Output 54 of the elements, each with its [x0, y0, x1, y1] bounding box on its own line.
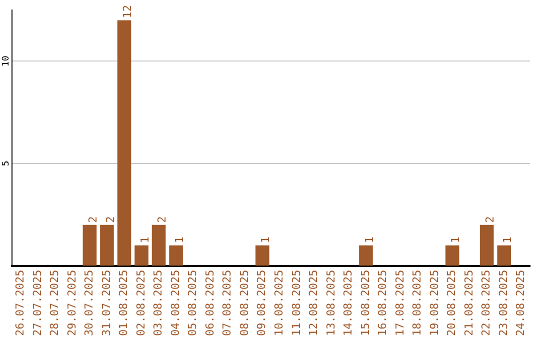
data-label: 12 — [121, 4, 134, 18]
x-tick-label: 31.07.2025 — [100, 270, 113, 336]
x-tick-label: 01.08.2025 — [117, 270, 130, 336]
x-tick-label: 08.08.2025 — [238, 270, 251, 336]
x-tick-label: 29.07.2025 — [65, 270, 78, 336]
data-label: 1 — [138, 236, 152, 244]
data-label: 2 — [484, 216, 497, 223]
x-tick-label: 13.08.2025 — [324, 270, 338, 336]
x-tick-label: 26.07.2025 — [13, 270, 26, 336]
x-tick-label: 12.08.2025 — [307, 270, 320, 336]
bar — [445, 245, 460, 266]
bar — [82, 224, 97, 266]
x-tick-label: 30.07.2025 — [82, 270, 96, 336]
x-tick-label: 14.08.2025 — [342, 270, 355, 336]
x-tick-label: 06.08.2025 — [203, 270, 216, 336]
x-tick-label: 17.08.2025 — [393, 270, 406, 336]
x-tick-label: 24.08.2025 — [514, 270, 528, 336]
bar — [255, 245, 270, 266]
bar — [480, 224, 494, 266]
data-label: 1 — [500, 236, 514, 244]
bar — [152, 224, 166, 266]
bar — [100, 224, 114, 266]
data-label: 1 — [172, 236, 186, 244]
x-tick-label: 09.08.2025 — [255, 270, 268, 336]
x-tick-label: 02.08.2025 — [134, 270, 148, 336]
bar — [134, 245, 148, 266]
x-tick-label: 18.08.2025 — [410, 270, 424, 336]
x-tick-label: 15.08.2025 — [358, 270, 372, 336]
bar — [497, 245, 512, 266]
x-tick-label: 27.07.2025 — [30, 270, 44, 336]
x-tick-label: 19.08.2025 — [428, 270, 441, 336]
bar — [117, 20, 132, 266]
x-tick-label: 03.08.2025 — [152, 270, 165, 336]
y-tick-label: 5 — [1, 160, 12, 166]
x-tick-label: 20.08.2025 — [445, 270, 458, 336]
x-tick-label: 16.08.2025 — [376, 270, 390, 336]
x-tick-label: 28.07.2025 — [48, 270, 62, 336]
x-tick-label: 21.08.2025 — [462, 270, 476, 336]
x-tick-label: 23.08.2025 — [496, 270, 510, 336]
x-tick-label: 10.08.2025 — [272, 270, 286, 336]
data-label: 1 — [362, 236, 376, 244]
bar — [359, 245, 373, 266]
x-tick-label: 22.08.2025 — [480, 270, 493, 336]
data-label: 2 — [104, 216, 117, 223]
x-tick-label: 04.08.2025 — [168, 270, 182, 336]
x-tick-label: 11.08.2025 — [290, 270, 303, 336]
data-label: 1 — [259, 236, 272, 244]
y-tick-label: 10 — [1, 56, 12, 67]
data-label: 2 — [86, 216, 100, 223]
x-tick-label: 05.08.2025 — [186, 270, 200, 336]
x-tick-label: 07.08.2025 — [220, 270, 234, 336]
bar — [169, 245, 183, 266]
data-label: 1 — [449, 236, 462, 244]
data-label: 2 — [156, 216, 169, 223]
